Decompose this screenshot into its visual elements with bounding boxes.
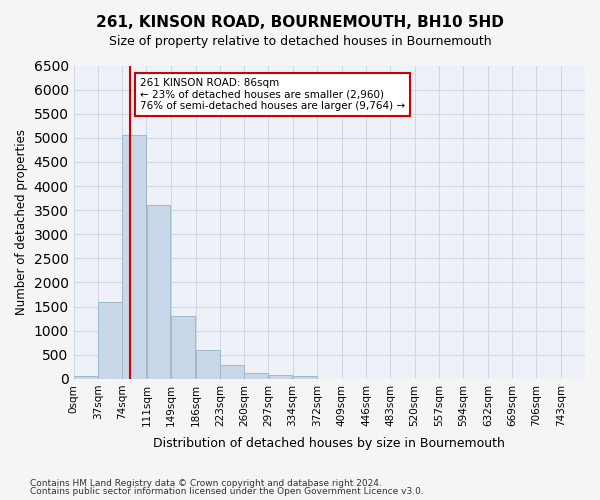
Bar bbox=[74, 376, 98, 379]
Bar bbox=[146, 206, 170, 379]
Bar bbox=[196, 350, 220, 379]
Y-axis label: Number of detached properties: Number of detached properties bbox=[15, 129, 28, 315]
Text: 261, KINSON ROAD, BOURNEMOUTH, BH10 5HD: 261, KINSON ROAD, BOURNEMOUTH, BH10 5HD bbox=[96, 15, 504, 30]
Text: Size of property relative to detached houses in Bournemouth: Size of property relative to detached ho… bbox=[109, 35, 491, 48]
Bar bbox=[172, 316, 195, 379]
Bar bbox=[244, 372, 268, 379]
Text: Contains HM Land Registry data © Crown copyright and database right 2024.: Contains HM Land Registry data © Crown c… bbox=[30, 478, 382, 488]
X-axis label: Distribution of detached houses by size in Bournemouth: Distribution of detached houses by size … bbox=[154, 437, 505, 450]
Text: Contains public sector information licensed under the Open Government Licence v3: Contains public sector information licen… bbox=[30, 487, 424, 496]
Bar bbox=[122, 136, 146, 379]
Bar bbox=[269, 374, 292, 379]
Bar bbox=[98, 302, 122, 379]
Bar bbox=[293, 376, 317, 379]
Bar bbox=[220, 366, 244, 379]
Text: 261 KINSON ROAD: 86sqm
← 23% of detached houses are smaller (2,960)
76% of semi-: 261 KINSON ROAD: 86sqm ← 23% of detached… bbox=[140, 78, 405, 111]
